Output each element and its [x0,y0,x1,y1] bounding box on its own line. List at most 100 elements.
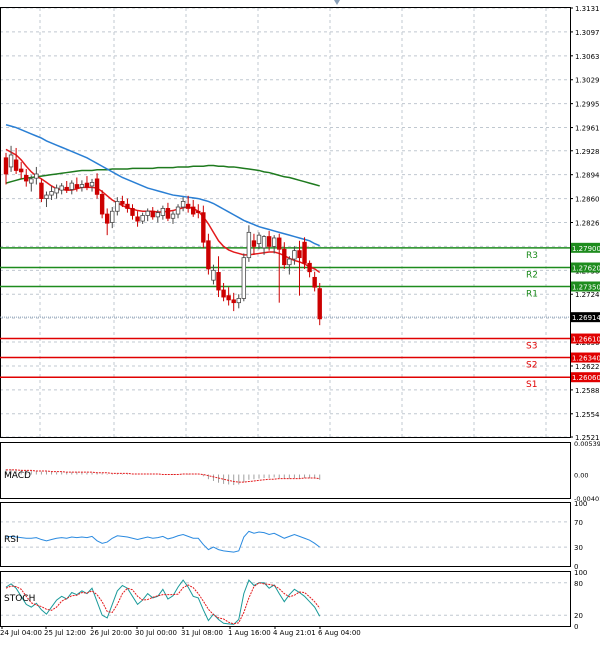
stoch-title: STOCH [4,594,35,604]
level-price-label: 1.26340 [572,355,600,363]
candle [94,173,100,199]
rsi-title: RSI [4,535,19,545]
price-axis-tick-label: 1.28940 [575,172,600,180]
candle-body [160,208,166,216]
candle-body [297,250,302,259]
time-axis-label: 6 Aug 04:00 [318,629,361,637]
price-axis-tick-label: 1.25540 [575,411,600,419]
candle-body [140,215,145,222]
candle [79,180,85,192]
price-axis-tick-label: 1.28260 [575,220,600,228]
axes: 1.31310 1.30970 1.30630 1.30290 1.29950 1.296… [0,5,600,637]
candle [201,205,206,248]
candle [317,282,322,326]
time-axis-label: 31 Jul 08:00 [181,629,223,637]
time-axis-label: 4 Aug 21:01 [273,629,316,637]
candle [256,232,262,250]
time-axis-label: 26 Jul 20:00 [90,629,132,637]
candle [175,204,181,219]
rsi-axis-tick-label: 70 [574,519,583,527]
candle-body [8,154,14,168]
grid [0,7,570,616]
candle-body [59,185,64,191]
time-axis-label: 1 Aug 16:00 [228,629,271,637]
candle [216,256,221,298]
candle-body [39,182,44,199]
candle-body [180,201,186,208]
candle-body [145,210,150,216]
macd-panel[interactable] [5,469,321,486]
price-axis-tick-label: 1.26220 [575,363,600,371]
candle-body [292,250,297,260]
candle-body [49,191,54,196]
candle-body [105,213,110,224]
candle-body [317,288,322,320]
level-price-badge [571,242,600,253]
candle-body [302,241,307,264]
candle [140,212,145,224]
candle [165,202,171,222]
candle-body [282,248,287,266]
price-axis-tick-label: 1.30290 [575,77,600,85]
level-name-r3: R3 [526,251,538,261]
level-price-label: 1.27620 [572,265,600,273]
candle-body [256,234,262,244]
candle [155,209,160,223]
candle [13,147,19,174]
candle-body [185,203,191,209]
candle [29,175,34,192]
candle-body [246,231,252,259]
candle-body [175,206,181,215]
candle [64,181,69,193]
stoch-panel[interactable] [5,579,321,625]
candle [266,230,272,251]
candle [110,207,115,229]
candle-body [165,208,171,219]
price-axis-tick-label: 1.29950 [575,101,600,109]
candle-body [18,168,24,173]
candle [261,235,267,255]
static-labels: MACD RSI STOCH [4,471,35,604]
candle-body [29,178,34,184]
level-name-s1: S1 [526,380,537,390]
candle-body [191,206,196,215]
candle-body [231,299,236,304]
level-name-r1: R1 [526,289,538,299]
candle-body [312,276,317,288]
macd-axis-tick-label: 0.00 [574,472,588,480]
candle-body [261,236,267,249]
chart-shift-marker-icon[interactable] [334,0,340,5]
candle [292,246,297,265]
candle [307,260,312,278]
moving-average-slow [5,164,320,187]
level-price-label: 1.27350 [572,283,600,291]
candle-body [277,237,282,250]
macd-axis-tick-label: 0.005392 [574,440,600,448]
candle-body [44,194,49,199]
candle-body [115,201,120,212]
rsi-panel[interactable] [5,530,321,553]
rsi-axis-tick-label: 0 [574,563,578,571]
level-price-badge [571,333,600,344]
candle [54,184,59,199]
candle [145,208,150,222]
candle-body [287,258,292,266]
price-panel[interactable]: R3 R2 R1 S3 S2 S1 [0,124,570,390]
level-price-badge [571,352,600,363]
rsi-frame [0,502,571,567]
price-axis-tick-label: 1.29610 [575,125,600,133]
candle [246,225,252,262]
stoch-axis-tick-label: 80 [574,580,583,588]
level-price-badge [571,372,600,383]
candle-body [155,212,160,218]
candle-body [120,201,125,205]
price-axis-tick-label: 1.30630 [575,53,600,61]
stoch-axis-tick-label: 20 [574,612,583,620]
candle [231,292,236,312]
time-axis-label: 30 Jul 00:00 [135,629,177,637]
candle [191,199,196,217]
candle [99,190,105,219]
rsi-axis-tick-label: 100 [574,500,587,508]
macd-frame [0,442,571,499]
stoch-axis-tick-label: 0 [574,623,578,631]
